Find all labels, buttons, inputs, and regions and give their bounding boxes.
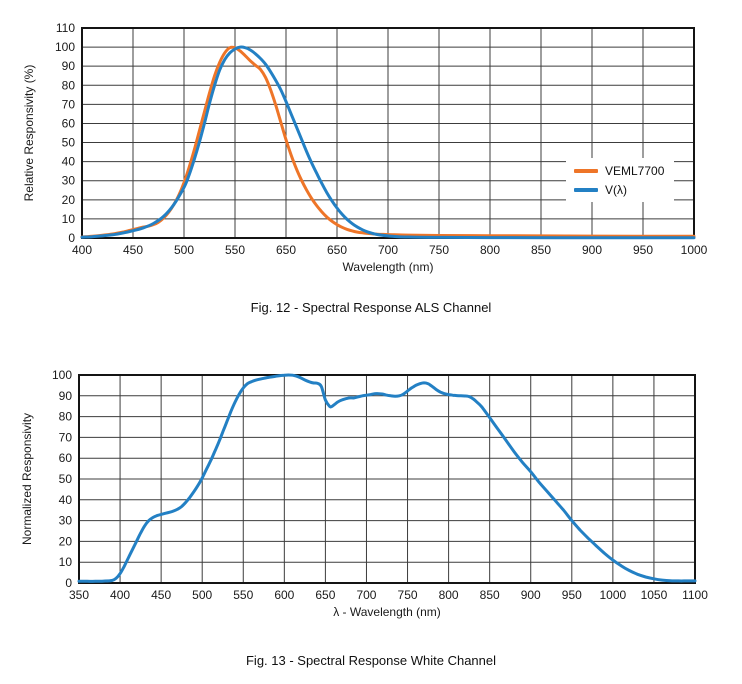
y-tick-label: 110 <box>56 21 75 35</box>
x-tick-label: 950 <box>562 588 582 602</box>
fig12-spectral-response-als-chart: 0 10 20 30 40 50 60 70 80 90 100 110 400 450 500 550 650… <box>22 21 708 274</box>
legend-label-veml7700: VEML7700 <box>605 163 665 178</box>
series-v- <box>80 45 696 240</box>
x-tick-label: 800 <box>480 243 500 257</box>
y-tick-label: 80 <box>59 410 73 424</box>
plot-border <box>81 27 695 239</box>
y-tick-label: 50 <box>62 136 76 150</box>
y-axis-title: Relative Responsivity (%) <box>22 65 36 202</box>
series-white-channel <box>77 373 697 583</box>
x-tick-label: 1000 <box>681 243 708 257</box>
x-tick-label: 450 <box>123 243 143 257</box>
y-tick-label: 0 <box>68 231 75 245</box>
x-tick-label: 1000 <box>600 588 627 602</box>
y-tick-label: 30 <box>59 514 73 528</box>
y-tick-label: 80 <box>62 78 76 92</box>
veml7700-line-swatch <box>574 168 598 173</box>
y-axis-title: Normalized Responsivity <box>20 413 34 545</box>
y-tick-label: 20 <box>59 534 73 548</box>
x-tick-label: 550 <box>225 243 245 257</box>
v-lambda-line-swatch <box>574 187 598 192</box>
y-tick-label: 10 <box>62 212 76 226</box>
y-tick-label: 70 <box>62 97 76 111</box>
legend: VEML7700 V(λ) <box>566 158 674 202</box>
x-tick-label: 700 <box>378 243 398 257</box>
x-tick-label: 400 <box>110 588 130 602</box>
x-tick-label: 800 <box>439 588 459 602</box>
x-tick-label: 850 <box>531 243 551 257</box>
y-tick-label: 100 <box>52 368 72 382</box>
y-tick-label: 30 <box>62 174 76 188</box>
y-tick-label: 20 <box>62 193 76 207</box>
series-veml7700 <box>80 45 696 239</box>
y-tick-label: 70 <box>59 430 73 444</box>
x-tick-label: 700 <box>356 588 376 602</box>
y-tick-label: 60 <box>59 451 73 465</box>
x-tick-label: 900 <box>521 588 541 602</box>
x-tick-label: 1100 <box>682 588 708 602</box>
legend-item-v-lambda: V(λ) <box>574 180 674 199</box>
legend-item-veml7700: VEML7700 <box>574 161 674 180</box>
x-tick-label: 750 <box>429 243 449 257</box>
y-tick-label: 90 <box>59 389 73 403</box>
x-tick-label: 650 <box>327 243 347 257</box>
y-tick-label: 40 <box>59 493 73 507</box>
x-tick-label: 750 <box>398 588 418 602</box>
x-tick-label: 650 <box>315 588 335 602</box>
y-tick-label: 100 <box>55 40 75 54</box>
x-axis-title: λ - Wavelength (nm) <box>333 605 441 619</box>
x-tick-label: 950 <box>633 243 653 257</box>
plot-border <box>78 374 696 584</box>
x-tick-label: 550 <box>233 588 253 602</box>
x-tick-label: 350 <box>69 588 89 602</box>
y-tick-label: 0 <box>65 576 72 590</box>
x-tick-label: 1050 <box>641 588 668 602</box>
fig13-spectral-response-white-chart: 0 10 20 30 40 50 60 70 80 90 100 350 400 450 500 550 600… <box>20 368 708 619</box>
y-tick-label: 60 <box>62 116 76 130</box>
x-tick-label: 400 <box>72 243 92 257</box>
x-tick-label: 650 <box>276 243 296 257</box>
x-axis-title: Wavelength (nm) <box>343 260 434 274</box>
x-tick-label: 500 <box>174 243 194 257</box>
y-tick-label: 40 <box>62 155 76 169</box>
x-tick-label: 500 <box>192 588 212 602</box>
y-tick-label: 90 <box>62 59 76 73</box>
x-tick-label: 900 <box>582 243 602 257</box>
x-tick-label: 850 <box>480 588 500 602</box>
y-tick-label: 50 <box>59 472 73 486</box>
fig12-caption: Fig. 12 - Spectral Response ALS Channel <box>250 300 492 315</box>
x-tick-label: 600 <box>274 588 294 602</box>
legend-label-v-lambda: V(λ) <box>605 182 627 197</box>
y-tick-label: 10 <box>59 555 73 569</box>
fig13-caption: Fig. 13 - Spectral Response White Channe… <box>245 653 496 668</box>
x-tick-label: 450 <box>151 588 171 602</box>
